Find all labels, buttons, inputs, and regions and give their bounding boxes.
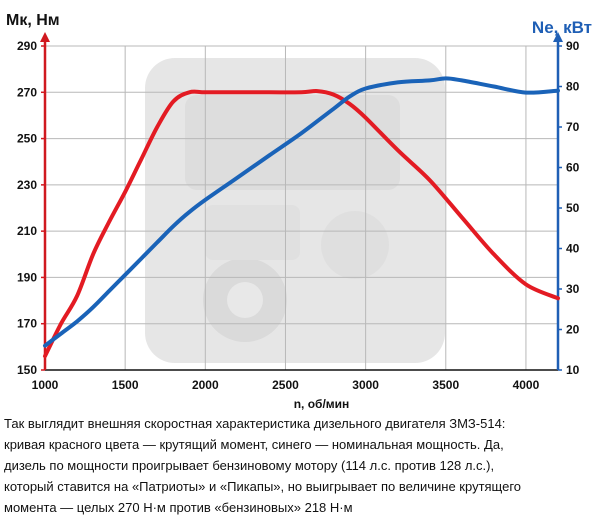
right-axis-title: Ne, кВт — [531, 18, 592, 37]
caption-line: дизель по мощности проигрывает бензиново… — [4, 458, 495, 473]
left-tick-label: 170 — [17, 317, 37, 331]
left-tick-label: 250 — [17, 132, 37, 146]
right-tick-label: 30 — [566, 282, 580, 296]
engine-head-shape — [185, 95, 400, 190]
x-axis-title: n, об/мин — [294, 397, 350, 410]
engine-manifold-shape — [205, 205, 300, 260]
left-tick-label: 290 — [17, 39, 37, 53]
left-tick-label: 190 — [17, 270, 37, 284]
caption-line: кривая красного цвета — крутящий момент,… — [4, 437, 504, 452]
right-tick-label: 10 — [566, 363, 580, 377]
x-tick-label: 2000 — [192, 378, 219, 392]
x-tick-label: 2500 — [272, 378, 299, 392]
x-tick-label: 4000 — [513, 378, 540, 392]
left-tick-label: 230 — [17, 178, 37, 192]
right-tick-label: 50 — [566, 201, 580, 215]
left-tick-label: 270 — [17, 85, 37, 99]
left-tick-label: 210 — [17, 224, 37, 238]
right-tick-label: 40 — [566, 242, 580, 256]
torque-power-chart: 150 170 190 210 230 250 270 290 10 20 30 40 50 60 70 80… — [17, 32, 580, 410]
x-tick-label: 3000 — [352, 378, 379, 392]
left-axis-title: Мк, Нм — [6, 12, 60, 29]
x-tick-label: 3500 — [432, 378, 459, 392]
caption-line: момента — целых 270 Н·м против «бензинов… — [4, 500, 353, 515]
left-tick-label: 150 — [17, 363, 37, 377]
caption-line: Так выглядит внешняя скоростная характер… — [4, 416, 506, 431]
right-tick-label: 60 — [566, 161, 580, 175]
right-tick-label: 70 — [566, 120, 580, 134]
engine-background-image — [145, 58, 445, 363]
caption-line: который ставится на «Патриоты» и «Пикапы… — [4, 479, 522, 494]
power-curve — [43, 76, 560, 348]
x-tick-label: 1500 — [112, 378, 139, 392]
torque-curve — [43, 89, 560, 359]
caption: Так выглядит внешняя скоростная характер… — [4, 413, 596, 518]
right-tick-label: 20 — [566, 323, 580, 337]
x-tick-label: 1000 — [32, 378, 59, 392]
left-axis-arrow — [40, 32, 50, 42]
right-axis-arrow — [553, 32, 563, 42]
right-tick-label: 80 — [566, 80, 580, 94]
engine-pulley-hub-shape — [227, 282, 263, 318]
engine-turbo-shape — [321, 211, 389, 279]
right-tick-label: 90 — [566, 39, 580, 53]
